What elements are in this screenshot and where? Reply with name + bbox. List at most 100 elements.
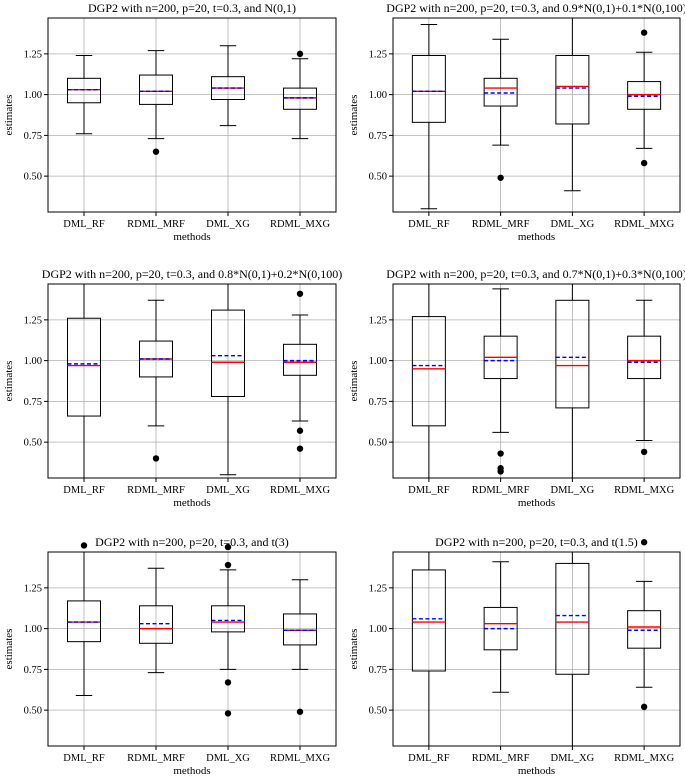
box-RDML_MRF bbox=[139, 567, 173, 674]
box-DML_XG bbox=[555, 552, 590, 746]
y-tick-label: 0.75 bbox=[369, 131, 387, 142]
x-tick-label: RDML_MRF bbox=[472, 219, 530, 230]
y-tick-label: 0.75 bbox=[369, 397, 387, 408]
chart-title: DGP2 with n=200, p=20, t=0.3, and 0.8*N(… bbox=[42, 267, 342, 281]
box-DML_RF bbox=[411, 552, 446, 746]
box-RDML_MRF bbox=[483, 288, 518, 433]
box-DML_RF bbox=[411, 24, 446, 210]
y-tick-label: 1.00 bbox=[24, 356, 42, 367]
y-tick-label: 1.25 bbox=[369, 583, 387, 594]
outlier-point bbox=[640, 703, 648, 711]
box-DML_XG bbox=[211, 45, 245, 127]
chart-panel-3: 0.50 0.75 1.00 1.25 DML_RF RDML_MRF DML_XG RDML… bbox=[3, 267, 342, 509]
y-tick-label: 1.00 bbox=[24, 624, 42, 635]
x-tick-label: DML_XG bbox=[551, 753, 595, 764]
x-tick-label: DML_RF bbox=[63, 485, 105, 496]
axes-frame bbox=[392, 283, 681, 479]
outlier-point bbox=[640, 29, 648, 36]
iqr-box bbox=[627, 335, 662, 380]
axes-frame bbox=[47, 283, 337, 479]
outlier-point bbox=[497, 450, 504, 457]
x-tick-label: DML_XG bbox=[206, 485, 250, 496]
iqr-box bbox=[411, 569, 446, 672]
box-DML_RF bbox=[411, 284, 446, 478]
box-DML_XG bbox=[555, 18, 590, 192]
x-axis-label: methods bbox=[518, 231, 555, 243]
x-tick-label: DML_XG bbox=[206, 753, 250, 764]
chart-title: DGP2 with n=200, p=20, t=0.3, and t(3) bbox=[95, 535, 289, 549]
iqr-box bbox=[283, 343, 317, 376]
x-tick-label: RDML_MRF bbox=[472, 485, 530, 496]
y-tick-label: 0.50 bbox=[369, 172, 387, 183]
chart-title: DGP2 with n=200, p=20, t=0.3, and 0.7*N(… bbox=[386, 267, 685, 281]
x-tick-label: RDML_MXG bbox=[614, 219, 675, 230]
x-tick-label: DML_XG bbox=[551, 485, 595, 496]
y-axis-label: estimates bbox=[348, 629, 360, 670]
iqr-box bbox=[555, 562, 590, 675]
x-axis-label: methods bbox=[173, 231, 210, 243]
box-RDML_MXG bbox=[627, 580, 662, 688]
box-DML_RF bbox=[67, 284, 101, 478]
axes-frame bbox=[47, 551, 337, 747]
axes-frame bbox=[47, 17, 337, 213]
iqr-box bbox=[211, 309, 245, 397]
y-tick-label: 1.00 bbox=[369, 624, 387, 635]
box-RDML_MRF bbox=[483, 38, 518, 146]
x-axis-label: methods bbox=[173, 497, 210, 509]
x-tick-label: RDML_MXG bbox=[614, 753, 675, 764]
y-tick-label: 0.50 bbox=[24, 438, 42, 449]
box-RDML_MRF bbox=[139, 299, 173, 427]
box-RDML_MXG bbox=[627, 299, 662, 442]
x-tick-label: RDML_MXG bbox=[270, 219, 331, 230]
x-tick-label: DML_XG bbox=[551, 219, 595, 230]
box-RDML_MRF bbox=[139, 50, 173, 140]
outlier-point bbox=[296, 50, 304, 58]
x-tick-label: RDML_MXG bbox=[270, 753, 331, 764]
iqr-box bbox=[283, 87, 317, 110]
y-tick-label: 1.25 bbox=[24, 315, 42, 326]
iqr-box bbox=[67, 77, 101, 104]
chart-title: DGP2 with n=200, p=20, t=0.3, and t(1.5) bbox=[435, 535, 638, 549]
iqr-box bbox=[483, 77, 518, 107]
y-tick-label: 0.50 bbox=[24, 172, 42, 183]
outlier-point bbox=[497, 468, 504, 475]
plot-area bbox=[411, 552, 662, 746]
chart-panel-4: 0.50 0.75 1.00 1.25 DML_RF RDML_MRF DML_XG RDML… bbox=[348, 267, 685, 509]
box-DML_RF bbox=[67, 552, 101, 696]
iqr-box bbox=[411, 316, 446, 427]
y-axis-label: estimates bbox=[3, 95, 15, 136]
axes-frame bbox=[392, 17, 681, 213]
y-tick-label: 0.75 bbox=[24, 131, 42, 142]
x-tick-label: DML_RF bbox=[408, 485, 450, 496]
x-tick-label: RDML_MRF bbox=[472, 753, 530, 764]
chart-panel-5: 0.50 0.75 1.00 1.25 DML_RF RDML_MRF DML_XG RDML… bbox=[3, 535, 337, 777]
y-tick-label: 1.25 bbox=[369, 49, 387, 60]
box-DML_XG bbox=[211, 569, 245, 670]
plot-area bbox=[67, 284, 317, 478]
iqr-box bbox=[627, 81, 662, 110]
chart-panel-6: 0.50 0.75 1.00 1.25 DML_RF RDML_MRF DML_XG RDML… bbox=[348, 535, 681, 777]
outlier-point bbox=[224, 679, 232, 686]
y-tick-label: 0.75 bbox=[369, 665, 387, 676]
box-RDML_MXG bbox=[283, 314, 317, 422]
outlier-point bbox=[296, 445, 304, 452]
iqr-box bbox=[139, 605, 173, 644]
outlier-point bbox=[224, 710, 232, 717]
y-axis-label: estimates bbox=[348, 361, 360, 402]
box-RDML_MXG bbox=[283, 579, 317, 670]
iqr-box bbox=[211, 605, 245, 633]
outlier-point bbox=[80, 542, 88, 549]
y-axis-label: estimates bbox=[348, 95, 360, 136]
iqr-box bbox=[411, 54, 446, 123]
x-tick-label: DML_RF bbox=[63, 753, 105, 764]
outlier-point bbox=[224, 543, 232, 551]
iqr-box bbox=[627, 610, 662, 649]
iqr-box bbox=[555, 299, 590, 409]
outlier-point bbox=[152, 455, 160, 462]
outlier-point bbox=[640, 159, 648, 167]
plot-area bbox=[411, 284, 662, 478]
box-DML_XG bbox=[211, 284, 245, 476]
box-RDML_MXG bbox=[627, 51, 662, 149]
axes-frame bbox=[392, 551, 681, 747]
box-RDML_MRF bbox=[483, 561, 518, 693]
